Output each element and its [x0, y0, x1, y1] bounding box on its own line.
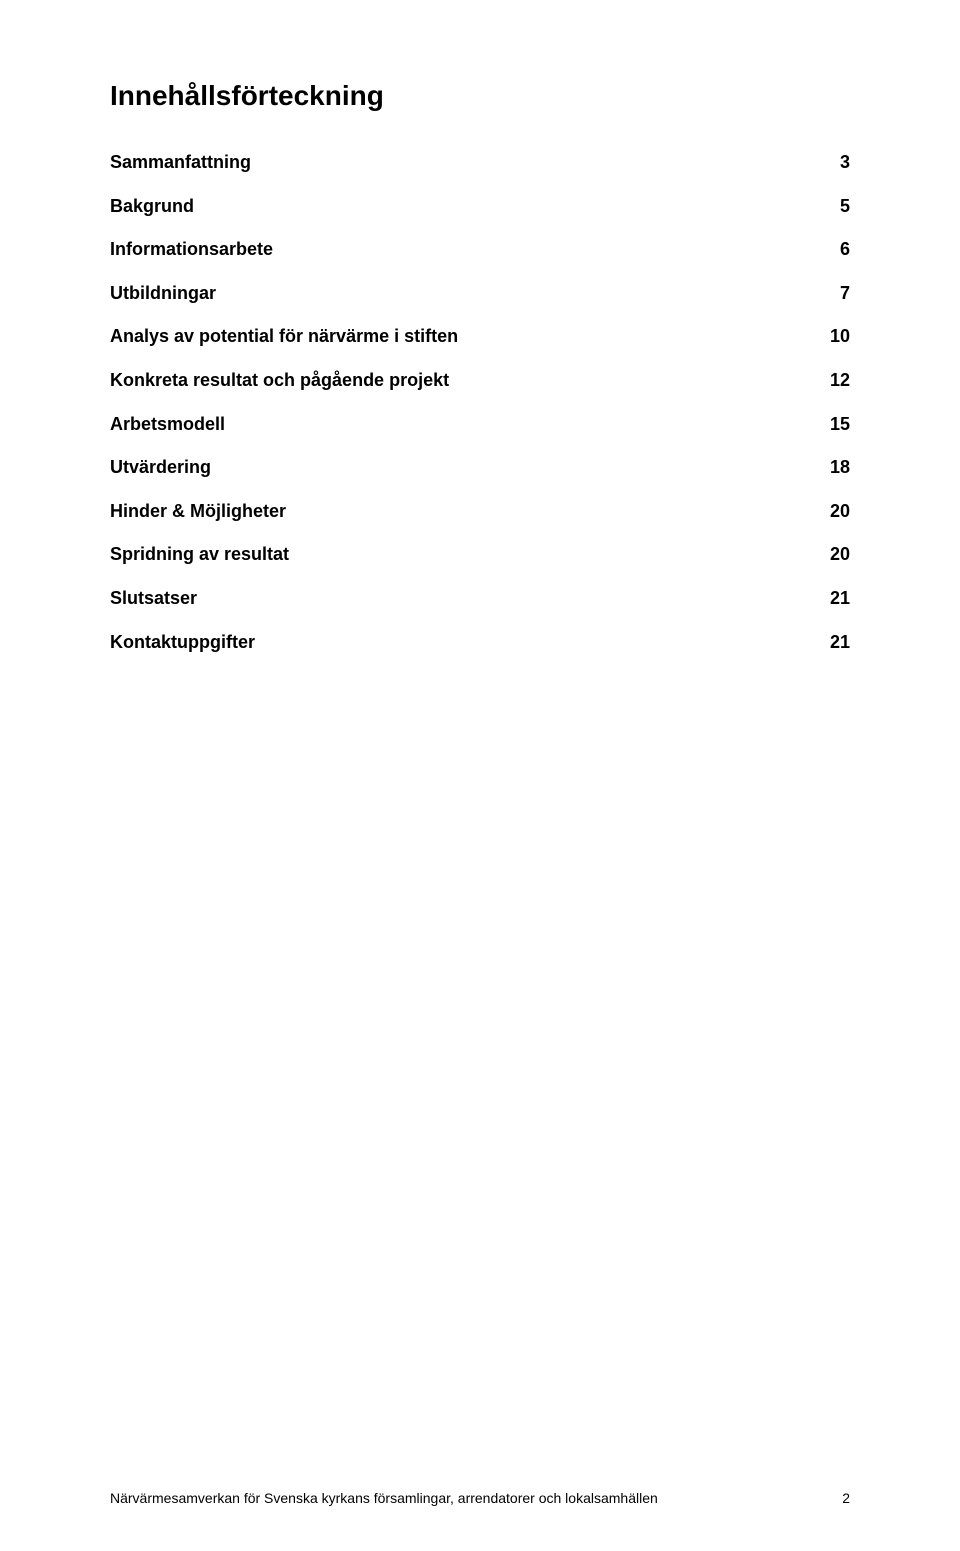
- toc-label: Spridning av resultat: [110, 544, 810, 566]
- toc-row: Analys av potential för närvärme i stift…: [110, 326, 850, 348]
- toc-label: Slutsatser: [110, 588, 810, 610]
- toc-page: 7: [810, 283, 850, 305]
- toc-row: Arbetsmodell 15: [110, 414, 850, 436]
- toc-page: 21: [810, 632, 850, 654]
- toc-page: 18: [810, 457, 850, 479]
- toc-label: Kontaktuppgifter: [110, 632, 810, 654]
- toc-label: Konkreta resultat och pågående projekt: [110, 370, 810, 392]
- toc-label: Bakgrund: [110, 196, 810, 218]
- toc-label: Sammanfattning: [110, 152, 810, 174]
- toc-row: Sammanfattning 3: [110, 152, 850, 174]
- toc-page: 12: [810, 370, 850, 392]
- toc-label: Hinder & Möjligheter: [110, 501, 810, 523]
- toc-page: 6: [810, 239, 850, 261]
- toc-page: 20: [810, 501, 850, 523]
- toc-label: Informationsarbete: [110, 239, 810, 261]
- page-title: Innehållsförteckning: [110, 80, 850, 112]
- toc-row: Spridning av resultat 20: [110, 544, 850, 566]
- toc-label: Arbetsmodell: [110, 414, 810, 436]
- toc-row: Slutsatser 21: [110, 588, 850, 610]
- toc-page: 5: [810, 196, 850, 218]
- toc-page: 20: [810, 544, 850, 566]
- toc-label: Utvärdering: [110, 457, 810, 479]
- toc-page: 15: [810, 414, 850, 436]
- page-footer: Närvärmesamverkan för Svenska kyrkans fö…: [110, 1490, 850, 1506]
- table-of-contents: Sammanfattning 3 Bakgrund 5 Informations…: [110, 152, 850, 653]
- toc-row: Konkreta resultat och pågående projekt 1…: [110, 370, 850, 392]
- toc-row: Hinder & Möjligheter 20: [110, 501, 850, 523]
- toc-label: Utbildningar: [110, 283, 810, 305]
- toc-page: 21: [810, 588, 850, 610]
- toc-label: Analys av potential för närvärme i stift…: [110, 326, 810, 348]
- toc-page: 10: [810, 326, 850, 348]
- toc-row: Utbildningar 7: [110, 283, 850, 305]
- footer-text: Närvärmesamverkan för Svenska kyrkans fö…: [110, 1490, 820, 1506]
- footer-page-number: 2: [820, 1490, 850, 1506]
- toc-row: Informationsarbete 6: [110, 239, 850, 261]
- toc-row: Bakgrund 5: [110, 196, 850, 218]
- toc-row: Utvärdering 18: [110, 457, 850, 479]
- toc-page: 3: [810, 152, 850, 174]
- document-page: Innehållsförteckning Sammanfattning 3 Ba…: [0, 0, 960, 1551]
- toc-row: Kontaktuppgifter 21: [110, 632, 850, 654]
